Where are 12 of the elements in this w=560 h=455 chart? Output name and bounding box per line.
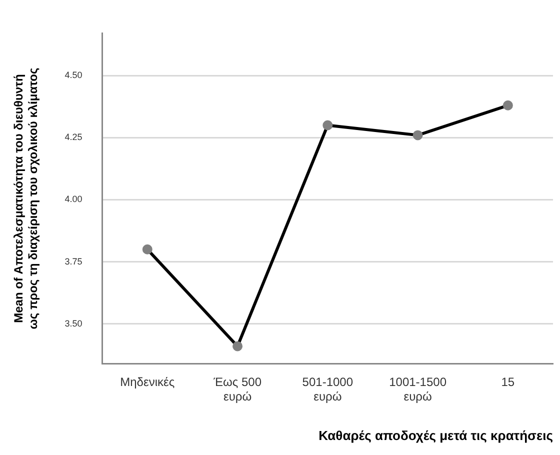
y-axis-title: Mean of Αποτελεσματικότητα του διευθυντή ως προς τη διαχείριση του σχολικού κλίματος [12, 68, 40, 330]
x-tick-label: 1001-1500 ευρώ [389, 375, 447, 404]
y-tick-label: 3.50 [64, 318, 82, 328]
y-tick-label: 3.75 [64, 256, 82, 266]
y-tick-label: 4.25 [64, 132, 82, 142]
x-tick-label: 501-1000 ευρώ [302, 375, 354, 404]
x-tick-label: Μηδενικές [120, 375, 175, 390]
x-tick-label: 15 [501, 375, 515, 390]
x-tick-label: Έως 500 ευρώ [212, 375, 262, 404]
y-tick-label: 4.00 [64, 194, 82, 204]
y-tick-label: 4.50 [64, 70, 82, 80]
x-axis-title: Καθαρές αποδοχές μετά τις κρατήσεις [318, 428, 554, 443]
